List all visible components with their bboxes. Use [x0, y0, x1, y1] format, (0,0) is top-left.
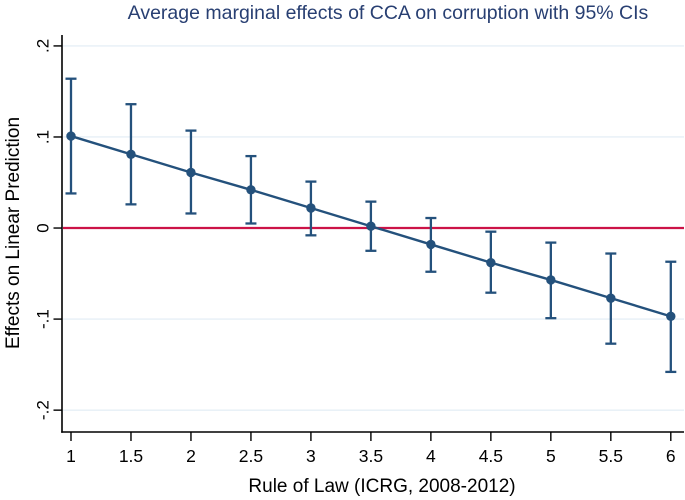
data-point-marker [426, 239, 436, 250]
y-tick-label: -.1 [33, 309, 52, 329]
data-point-marker [486, 257, 496, 268]
data-point-marker [546, 275, 556, 285]
data-point-marker [366, 221, 376, 231]
data-point-marker [186, 167, 196, 178]
data-point-marker [606, 293, 616, 303]
x-tick-label: 2 [186, 446, 196, 466]
data-point-marker [126, 149, 136, 159]
y-tick-label: .1 [33, 130, 52, 144]
y-axis-title: Effects on Linear Prediction [3, 117, 24, 349]
data-point-marker [66, 131, 76, 141]
y-tick-label: 0 [33, 223, 52, 232]
x-tick-label: 3.5 [359, 446, 383, 466]
data-point-marker [246, 185, 256, 195]
x-axis-title: Rule of Law (ICRG, 2008-2012) [248, 476, 515, 497]
x-tick-label: 1.5 [119, 446, 143, 466]
x-tick-label: 1 [66, 446, 76, 466]
chart-title: Average marginal effects of CCA on corru… [128, 2, 649, 24]
x-tick-label: 5 [546, 446, 556, 466]
x-tick-label: 6 [666, 446, 676, 466]
data-point-marker [306, 203, 316, 213]
x-tick-label: 3 [306, 446, 316, 466]
data-point-marker [666, 311, 676, 322]
y-tick-label: -.2 [33, 400, 52, 420]
y-tick-label: .2 [33, 39, 52, 53]
x-tick-label: 5.5 [599, 446, 623, 466]
x-tick-label: 4 [426, 446, 436, 466]
x-tick-label: 2.5 [239, 446, 263, 466]
x-tick-label: 4.5 [479, 446, 503, 466]
